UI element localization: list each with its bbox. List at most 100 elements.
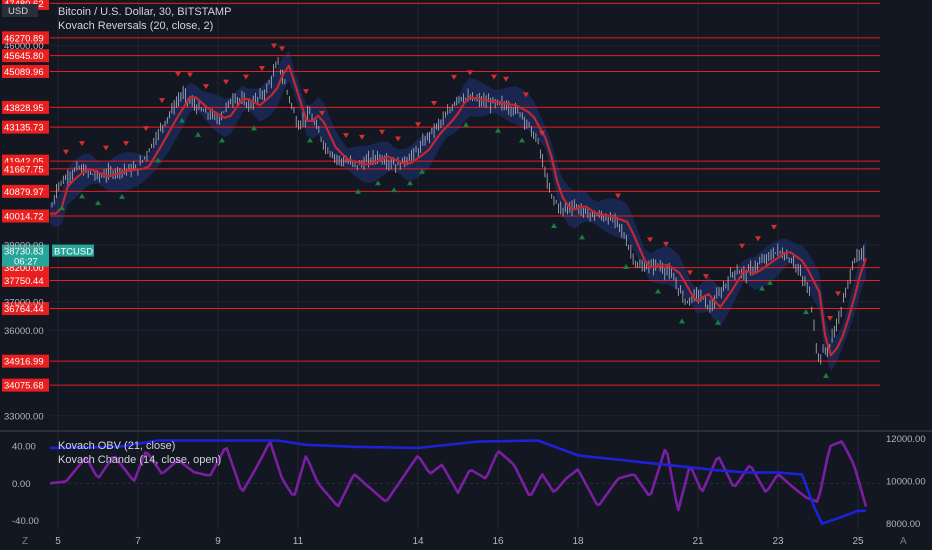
reversal-down-marker xyxy=(159,98,165,104)
chande-tick-label: 0.00 xyxy=(12,479,31,490)
reversal-down-marker xyxy=(271,43,277,49)
reversal-down-marker xyxy=(739,243,745,249)
key-level-tag xyxy=(2,100,49,114)
reversal-down-marker xyxy=(279,46,285,52)
reversal-down-marker xyxy=(687,270,693,276)
obv-series-line xyxy=(49,439,866,525)
reversal-down-marker xyxy=(63,149,69,155)
key-level-tag xyxy=(2,378,49,392)
reversal-up-marker xyxy=(495,127,501,133)
key-level-tag xyxy=(2,184,49,198)
key-level-tag xyxy=(2,209,49,223)
reversal-down-marker xyxy=(259,66,265,72)
current-price-tag xyxy=(2,244,49,267)
obv-tick-label: 8000.00 xyxy=(886,519,920,530)
reversal-down-marker xyxy=(175,71,181,77)
x-tick-label: 16 xyxy=(492,536,504,547)
indicator-chande-label[interactable]: Kovach Chande (14, close, open) xyxy=(58,454,222,466)
candlesticks xyxy=(51,57,865,365)
y-tick-label: 37000.00 xyxy=(4,297,44,308)
key-level-label: 46270.89 xyxy=(4,33,44,44)
y-tick-label: 33000.00 xyxy=(4,411,44,422)
key-level-label: 41942.05 xyxy=(4,157,44,168)
key-level-tag xyxy=(2,273,49,287)
reversal-up-marker xyxy=(155,157,161,163)
key-level-label: 45645.80 xyxy=(4,51,44,62)
reversal-up-marker xyxy=(219,137,225,143)
key-level-label: 34916.99 xyxy=(4,357,44,368)
reversal-up-marker xyxy=(407,180,413,186)
indicator-obv-label[interactable]: Kovach OBV (21, close) xyxy=(58,440,176,452)
reversal-down-marker xyxy=(79,141,85,147)
reversal-up-marker xyxy=(307,137,313,143)
reversal-down-marker xyxy=(223,79,229,85)
chande-tick-label: 40.00 xyxy=(12,442,36,453)
chande-tick-label: -40.00 xyxy=(12,516,39,527)
key-level-tag xyxy=(2,49,49,63)
reversal-down-marker xyxy=(755,236,761,242)
reversal-up-marker xyxy=(95,200,101,206)
reversal-down-marker xyxy=(203,84,209,90)
reversal-down-marker xyxy=(103,145,109,151)
reversal-up-marker xyxy=(767,279,773,285)
reversal-down-marker xyxy=(415,122,421,128)
reversal-down-marker xyxy=(123,141,129,147)
reversal-up-marker xyxy=(679,318,685,324)
reversal-down-marker xyxy=(615,193,621,199)
reversal-up-marker xyxy=(179,117,185,123)
reversal-up-marker xyxy=(59,205,65,211)
x-tick-label: 5 xyxy=(55,536,61,547)
y-tick-label: 39000.00 xyxy=(4,240,44,251)
key-level-label: 36764.44 xyxy=(4,304,44,315)
reversal-up-marker xyxy=(803,309,809,315)
reversal-down-marker xyxy=(451,74,457,80)
key-level-label: 34075.68 xyxy=(4,381,44,392)
key-level-tag xyxy=(2,302,49,316)
reversal-up-marker xyxy=(355,188,361,194)
reversal-down-marker xyxy=(663,241,669,247)
reversal-down-marker xyxy=(303,89,309,95)
key-level-tag xyxy=(2,354,49,368)
chande-series-line xyxy=(49,440,868,512)
currency-label: USD xyxy=(8,6,28,17)
reversal-down-marker xyxy=(703,274,709,280)
x-tick-label: 7 xyxy=(135,536,141,547)
key-level-label: 43135.73 xyxy=(4,123,44,134)
current-price-countdown: 06:27 xyxy=(14,257,38,268)
symbol-title[interactable]: Bitcoin / U.S. Dollar, 30, BITSTAMP xyxy=(58,6,232,18)
reversal-up-marker xyxy=(823,372,829,378)
reversal-down-marker xyxy=(491,74,497,80)
zoom-button[interactable]: Z xyxy=(22,536,29,547)
reversal-markers xyxy=(59,43,841,378)
indicator-reversals-label[interactable]: Kovach Reversals (20, close, 2) xyxy=(58,20,214,32)
reversal-down-marker xyxy=(395,136,401,142)
reversal-down-marker xyxy=(243,74,249,80)
x-tick-label: 23 xyxy=(772,536,784,547)
reversal-down-marker xyxy=(467,70,473,76)
key-level-tag xyxy=(2,120,49,134)
x-tick-label: 11 xyxy=(293,536,304,547)
x-tick-label: 9 xyxy=(215,536,221,547)
key-level-label: 38200.00 xyxy=(4,263,44,274)
key-level-label: 40879.97 xyxy=(4,187,44,198)
reversal-up-marker xyxy=(579,234,585,240)
reversal-down-marker xyxy=(359,134,365,140)
obv-tick-label: 10000.00 xyxy=(886,477,926,488)
reversal-down-marker xyxy=(827,315,833,321)
reversal-down-marker xyxy=(771,224,777,230)
obv-tick-label: 12000.00 xyxy=(886,434,926,445)
key-level-label: 45089.96 xyxy=(4,67,44,78)
reversal-down-marker xyxy=(143,126,149,132)
current-price-value: 38730.83 xyxy=(4,247,44,258)
key-level-label: 40014.72 xyxy=(4,212,44,223)
current-price-symbol-tag xyxy=(52,244,94,257)
key-level-label: 43828.95 xyxy=(4,103,44,114)
reversal-up-marker xyxy=(119,193,125,199)
reversal-up-marker xyxy=(759,285,765,291)
auto-scale-button[interactable]: A xyxy=(900,536,907,547)
reversal-down-marker xyxy=(503,76,509,82)
x-tick-label: 18 xyxy=(572,536,584,547)
indicator-pane xyxy=(49,439,880,525)
